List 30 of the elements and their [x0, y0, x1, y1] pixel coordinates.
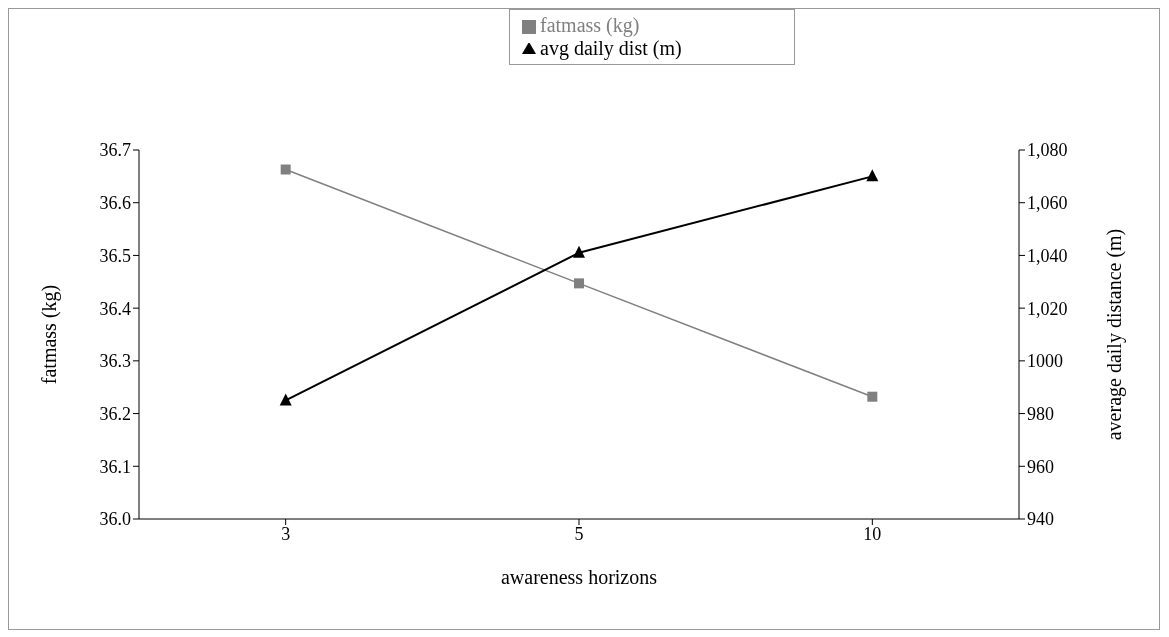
- y2-axis-title: average daily distance (m): [1103, 228, 1127, 441]
- y-tick-label: 36.0: [99, 509, 131, 530]
- y2-tick-label: 940: [1027, 509, 1054, 530]
- point: [279, 393, 292, 406]
- y-tick-label: 36.7: [99, 140, 131, 161]
- y-tick-label: 36.2: [99, 403, 131, 424]
- y2-tick-label: 1,060: [1027, 193, 1068, 214]
- point: [867, 391, 878, 402]
- x-tick-label: 5: [574, 523, 584, 544]
- legend-label: avg daily dist (m): [540, 37, 682, 59]
- y-tick-label: 36.3: [99, 351, 131, 372]
- y-axis-title: fatmass (kg): [38, 284, 62, 385]
- legend-label: fatmass (kg): [540, 14, 640, 36]
- point: [866, 169, 879, 182]
- x-tick-label: 3: [281, 523, 291, 544]
- y-tick-label: 36.1: [99, 456, 131, 477]
- x-tick-label: 10: [863, 523, 882, 544]
- point: [280, 164, 291, 175]
- y2-tick-label: 1000: [1027, 351, 1063, 372]
- x-axis-title: awareness horizons: [500, 566, 658, 588]
- point: [573, 245, 585, 258]
- y2-tick-label: 1,020: [1027, 298, 1068, 319]
- y2-tick-label: 1,080: [1027, 140, 1068, 161]
- y-tick-label: 36.6: [99, 193, 131, 214]
- y2-tick-label: 1,040: [1027, 245, 1068, 266]
- y-tick-label: 36.4: [99, 298, 131, 319]
- y2-tick-label: 980: [1027, 403, 1054, 424]
- point: [574, 278, 584, 289]
- y2-tick-label: 960: [1027, 456, 1054, 477]
- y-tick-label: 36.5: [99, 245, 131, 266]
